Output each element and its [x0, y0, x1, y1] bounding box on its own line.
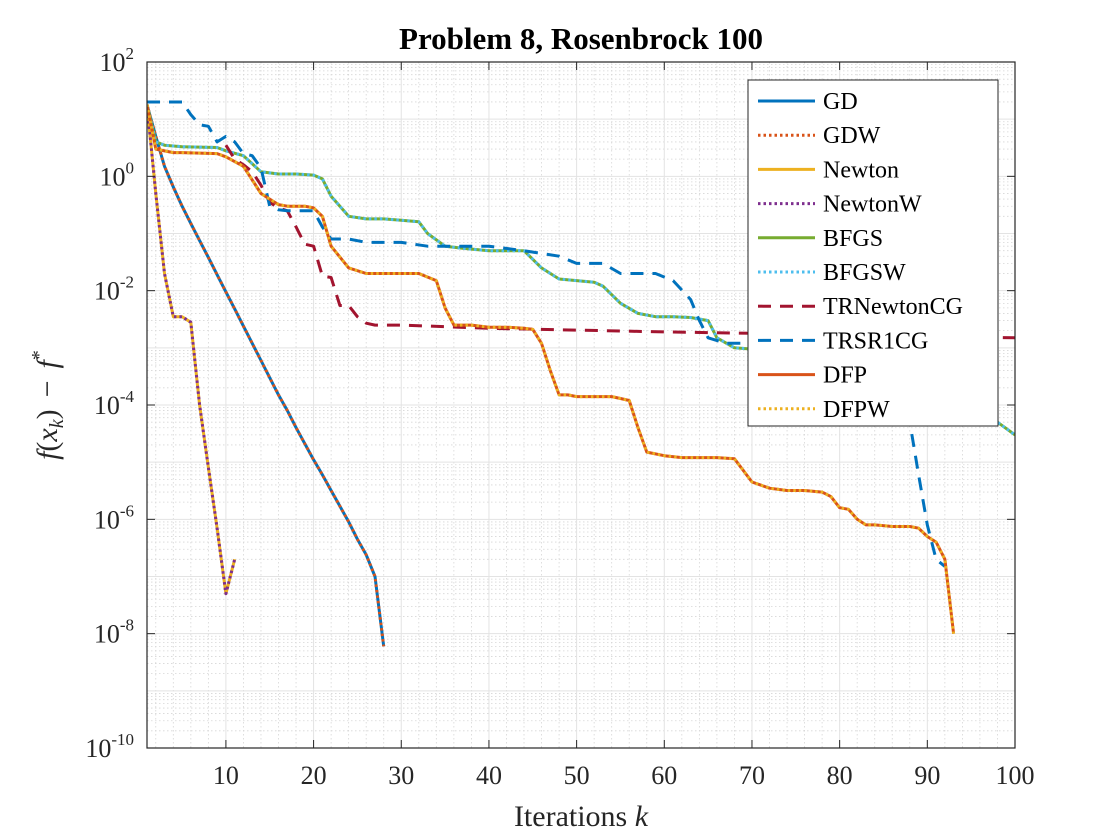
x-tick-label: 10 [213, 761, 239, 790]
legend-label-newton: Newton [823, 157, 899, 183]
series-line-dfpw [147, 104, 956, 634]
y-tick-label: 10-10 [85, 730, 134, 763]
legend-label-newtonw: NewtonW [823, 192, 922, 218]
y-tick-label: 102 [100, 44, 135, 77]
x-tick-label: 50 [564, 761, 590, 790]
x-axis-label-text: Iterations [514, 800, 635, 833]
legend-label-gdw: GDW [823, 123, 881, 149]
chart-title: Problem 8, Rosenbrock 100 [399, 21, 763, 56]
grid [147, 61, 1016, 749]
series-line-bfgsw [147, 104, 1015, 437]
y-tick-label: 10-2 [94, 273, 134, 306]
legend-label-bfgsw: BFGSW [823, 260, 906, 286]
x-tick-label: 20 [301, 761, 327, 790]
x-axis-ticks: 10 20 30 40 50 60 70 80 90 100 [213, 62, 1035, 790]
series-line-newtonw [147, 104, 237, 596]
legend-label-trnewtoncg: TRNewtonCG [823, 294, 963, 320]
legend-label-dfp: DFP [823, 363, 867, 389]
legend-label-bfgs: BFGS [823, 226, 883, 252]
legend-label-gd: GD [823, 89, 858, 115]
legend-label-trsr1cg: TRSR1CG [823, 328, 928, 354]
y-tick-label: 10-8 [94, 616, 134, 649]
legend: GD GDW Newton NewtonW BFGS BFGSW TRNewtonCG TRS… [747, 79, 999, 427]
x-tick-label: 30 [388, 761, 414, 790]
y-tick-label: 10-4 [94, 387, 135, 420]
legend-box [747, 79, 999, 427]
x-tick-label: 60 [651, 761, 677, 790]
x-tick-label: 100 [996, 761, 1035, 790]
x-axis-label: Iterations k [514, 800, 649, 833]
legend-items: GD GDW Newton NewtonW BFGS BFGSW TRNewtonCG TRS… [758, 89, 963, 423]
series-line-gdw [147, 104, 386, 647]
y-tick-label: 100 [100, 158, 135, 191]
x-tick-label: 70 [739, 761, 765, 790]
y-tick-label: 10-6 [94, 501, 134, 534]
x-tick-label: 80 [827, 761, 853, 790]
x-tick-label: 90 [914, 761, 940, 790]
legend-label-dfpw: DFPW [823, 397, 890, 423]
y-axis-ticks: 102 100 10-2 10-4 10-6 10-8 10-10 [85, 44, 1015, 763]
x-tick-label: 40 [476, 761, 502, 790]
series-line-trnewtoncg [224, 144, 1015, 340]
x-axis-label-var: k [635, 800, 649, 833]
